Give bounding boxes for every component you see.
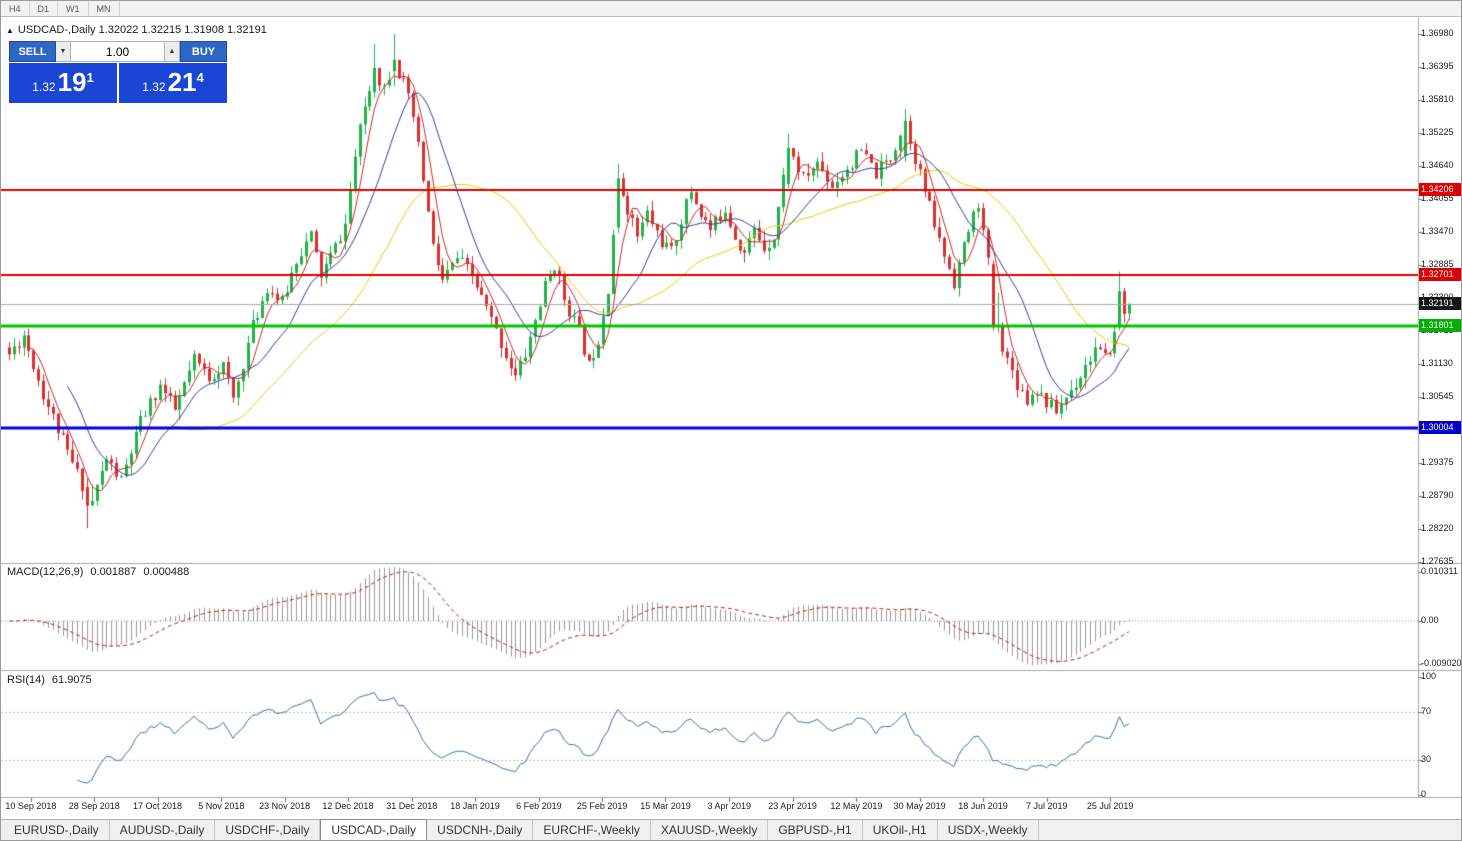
date-axis-label: 23 Nov 2018 [259, 801, 311, 811]
date-axis-label: 30 May 2019 [893, 801, 946, 811]
price-axis-label: 1.28790 [1421, 490, 1454, 500]
chart-title-text: USDCAD-,Daily 1.32022 1.32215 1.31908 1.… [17, 24, 267, 36]
rsi-axis-label: 100 [1421, 671, 1437, 681]
volume-input[interactable] [71, 41, 165, 62]
price-axis-label: 1.27635 [1421, 556, 1454, 566]
date-axis-label: 12 Dec 2018 [322, 801, 374, 811]
date-axis-label: 5 Nov 2018 [198, 801, 245, 811]
sell-price-button[interactable]: 1.32 19 1 [9, 63, 117, 103]
rsi-indicator-label: RSI(14) 61.9075 [7, 674, 99, 686]
date-axis-label: 17 Oct 2018 [133, 801, 183, 811]
chevron-down-icon: ▼ [59, 48, 67, 55]
price-level-tag-support: 1.30004 [1419, 420, 1461, 434]
tab-usdchf-daily[interactable]: USDCHF-,Daily [215, 820, 321, 840]
chevron-up-icon: ▲ [168, 48, 176, 55]
price-axis-label: 1.30545 [1421, 391, 1454, 401]
price-axis-label: 1.36980 [1421, 28, 1454, 38]
chart-canvas[interactable] [1, 1, 1461, 821]
rsi-axis-label: 0 [1421, 789, 1427, 799]
tab-usdcnh-daily[interactable]: USDCNH-,Daily [427, 820, 534, 840]
rsi-axis-label: 30 [1421, 753, 1432, 764]
price-axis-label: 1.28220 [1421, 523, 1454, 533]
price-axis-label: 1.31130 [1421, 358, 1453, 368]
price-axis-label: 1.36395 [1421, 61, 1454, 71]
price-axis-label: 1.32300 [1421, 292, 1454, 302]
date-axis-label: 25 Jul 2019 [1086, 801, 1134, 811]
one-click-trading-panel: SELL ▼ ▲ BUY 1.32 19 1 1.32 21 4 [9, 41, 227, 103]
macd-signal-value: 0.000488 [143, 566, 190, 578]
volume-increase-button[interactable]: ▲ [165, 41, 180, 62]
macd-main-value: 0.001887 [90, 566, 137, 578]
macd-indicator-label: MACD(12,26,9) 0.001887 0.000488 [7, 566, 196, 578]
price-level-tag-resistance: 1.32701 [1419, 268, 1461, 282]
date-axis-label: 25 Feb 2019 [576, 801, 628, 811]
date-axis-label: 18 Jun 2019 [958, 801, 1008, 811]
timeframe-button-h4[interactable]: H4 [1, 1, 30, 16]
macd-axis-label: 0.010311 [1421, 566, 1458, 576]
date-axis-label: 18 Jan 2019 [450, 801, 500, 811]
rsi-value: 61.9075 [51, 674, 92, 686]
price-axis-label: 1.35810 [1421, 94, 1454, 104]
macd-axis-label: -0.0090203 [1421, 658, 1462, 668]
tab-gbpusd-h1[interactable]: GBPUSD-,H1 [768, 820, 863, 840]
timeframe-toolbar: H4 D1 W1 MN [1, 1, 1461, 17]
date-axis-label: 7 Jul 2019 [1026, 801, 1068, 811]
buy-price-pips: 21 [167, 67, 197, 97]
sell-price-pips: 19 [57, 67, 87, 97]
timeframe-button-d1[interactable]: D1 [30, 1, 59, 16]
tab-ukoil-h1[interactable]: UKOil-,H1 [863, 820, 938, 840]
buy-price-point: 4 [196, 70, 204, 85]
tab-eurchf-weekly[interactable]: EURCHF-,Weekly [533, 820, 651, 840]
tab-usdx-weekly[interactable]: USDX-,Weekly [938, 820, 1039, 840]
date-axis-label: 12 May 2019 [830, 801, 883, 811]
date-axis-label: 23 Apr 2019 [768, 801, 817, 811]
macd-name: MACD(12,26,9) [7, 566, 84, 578]
price-axis-label: 1.32885 [1421, 259, 1454, 269]
date-axis-label: 3 Apr 2019 [707, 801, 752, 811]
date-axis-label: 28 Sep 2018 [68, 801, 120, 811]
buy-price-base: 1.32 [142, 80, 166, 94]
price-axis-label: 1.35225 [1421, 127, 1454, 137]
tab-audusd-daily[interactable]: AUDUSD-,Daily [110, 820, 216, 840]
macd-axis-label: 0.00 [1421, 615, 1439, 626]
sell-price-base: 1.32 [32, 80, 56, 94]
tab-eurusd-daily[interactable]: EURUSD-,Daily [4, 820, 110, 840]
price-level-tag-support: 1.31801 [1419, 319, 1461, 333]
date-axis-label: 6 Feb 2019 [516, 801, 562, 811]
volume-decrease-button[interactable]: ▼ [56, 41, 71, 62]
price-level-tag-current-price: 1.32191 [1419, 297, 1461, 311]
chart-title: ▲ USDCAD-,Daily 1.32022 1.32215 1.31908 1… [6, 24, 267, 36]
one-click-panel-toggle-icon[interactable]: ▲ [6, 26, 14, 35]
timeframe-button-w1[interactable]: W1 [58, 1, 89, 16]
tab-xauusd-weekly[interactable]: XAUUSD-,Weekly [651, 820, 769, 840]
sell-button[interactable]: SELL [9, 41, 56, 62]
symbol-tab-bar: EURUSD-,Daily AUDUSD-,Daily USDCHF-,Daily U… [1, 819, 1461, 840]
date-axis-label: 31 Dec 2018 [386, 801, 438, 811]
rsi-name: RSI(14) [7, 674, 45, 686]
price-axis-label: 1.34640 [1421, 160, 1454, 170]
price-axis-label: 1.29375 [1421, 457, 1454, 467]
buy-button[interactable]: BUY [180, 41, 227, 62]
rsi-axis-label: 70 [1421, 706, 1432, 717]
date-axis-label: 15 Mar 2019 [640, 801, 691, 811]
tab-usdcad-daily[interactable]: USDCAD-,Daily [320, 819, 428, 840]
price-axis-label: 1.34055 [1421, 193, 1454, 203]
price-axis-label: 1.33470 [1421, 226, 1454, 236]
buy-price-button[interactable]: 1.32 21 4 [119, 63, 227, 103]
price-level-tag-resistance: 1.34206 [1419, 183, 1461, 197]
date-axis-label: 10 Sep 2018 [5, 801, 57, 811]
timeframe-button-mn[interactable]: MN [89, 1, 120, 16]
sell-price-point: 1 [86, 70, 94, 85]
